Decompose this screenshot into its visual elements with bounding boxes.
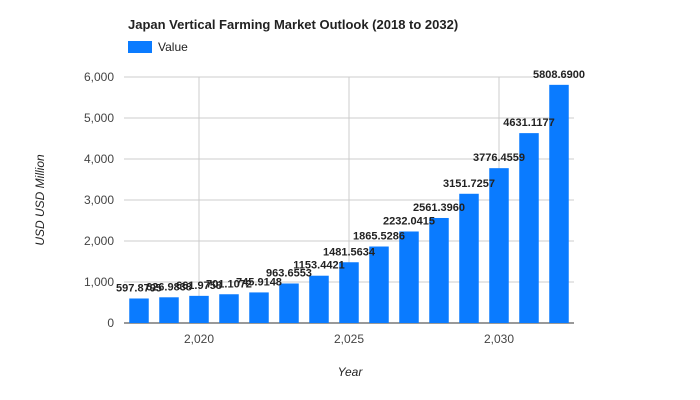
legend[interactable]: Value [128, 40, 188, 54]
data-label: 1153.4421 [293, 260, 344, 272]
x-tick-label: 2,030 [484, 332, 514, 346]
x-axis-title: Year [338, 365, 364, 379]
y-tick-label: 0 [107, 316, 114, 330]
bar[interactable] [339, 262, 359, 323]
bar[interactable] [309, 275, 329, 323]
y-tick-label: 5,000 [84, 111, 114, 125]
axes: 0 1,000 2,000 3,000 4,000 5,000 6,000 2,020 2,02… [84, 70, 514, 346]
bar[interactable] [279, 283, 299, 323]
chart-title: Japan Vertical Farming Market Outlook (2… [128, 17, 459, 32]
data-label: 626.9838 [146, 281, 192, 293]
bar[interactable] [399, 231, 419, 323]
legend-swatch [128, 41, 152, 53]
bar[interactable] [129, 298, 149, 323]
bar[interactable] [519, 133, 539, 323]
bar[interactable] [459, 193, 479, 323]
data-label: 597.8795 [116, 282, 162, 294]
data-label: 963.6553 [266, 267, 312, 279]
data-label: 4631.1177 [503, 117, 554, 129]
data-label: 701.1072 [206, 278, 252, 290]
y-axis-title: USD USD Million [33, 154, 47, 246]
data-label: 5808.6900 [533, 69, 585, 81]
bar[interactable] [219, 294, 239, 323]
data-label: 3151.7257 [443, 178, 495, 190]
bar[interactable] [549, 84, 569, 323]
data-label: 3776.4559 [473, 152, 525, 164]
x-tick-label: 2,020 [184, 332, 214, 346]
y-tick-label: 1,000 [84, 275, 114, 289]
bars [129, 84, 569, 323]
y-tick-label: 4,000 [84, 152, 114, 166]
bar[interactable] [489, 168, 509, 323]
data-label: 1865.5286 [353, 231, 405, 243]
data-label: 745.9148 [236, 276, 282, 288]
bar[interactable] [189, 295, 209, 323]
bar[interactable] [369, 246, 389, 323]
bar[interactable] [249, 292, 269, 323]
y-tick-label: 6,000 [84, 70, 114, 84]
data-label: 661.9758 [176, 280, 222, 292]
x-tick-label: 2,025 [334, 332, 364, 346]
data-labels: 597.8795626.9838661.9758701.1072745.9148… [116, 69, 585, 295]
data-label: 2232.0415 [383, 215, 435, 227]
bar[interactable] [429, 217, 449, 323]
y-tick-label: 3,000 [84, 193, 114, 207]
data-label: 1481.5634 [323, 246, 376, 258]
data-label: 2561.3960 [413, 202, 465, 214]
bar[interactable] [159, 297, 179, 323]
legend-label: Value [158, 40, 188, 54]
y-tick-label: 2,000 [84, 234, 114, 248]
